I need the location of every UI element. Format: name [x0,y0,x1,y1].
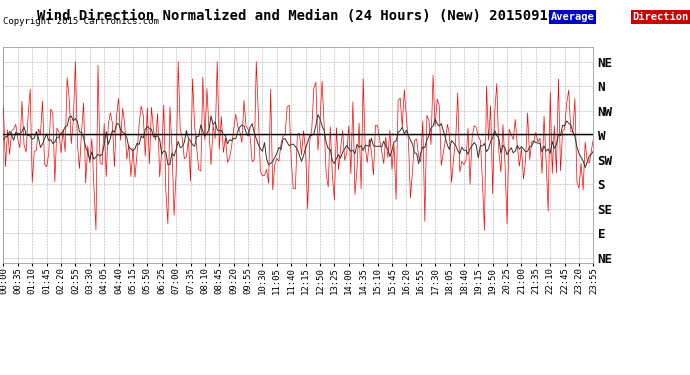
Text: Average: Average [551,12,595,22]
Text: Direction: Direction [632,12,689,22]
Text: Copyright 2015 Cartronics.com: Copyright 2015 Cartronics.com [3,17,159,26]
Text: Wind Direction Normalized and Median (24 Hours) (New) 20150910: Wind Direction Normalized and Median (24… [37,9,556,23]
